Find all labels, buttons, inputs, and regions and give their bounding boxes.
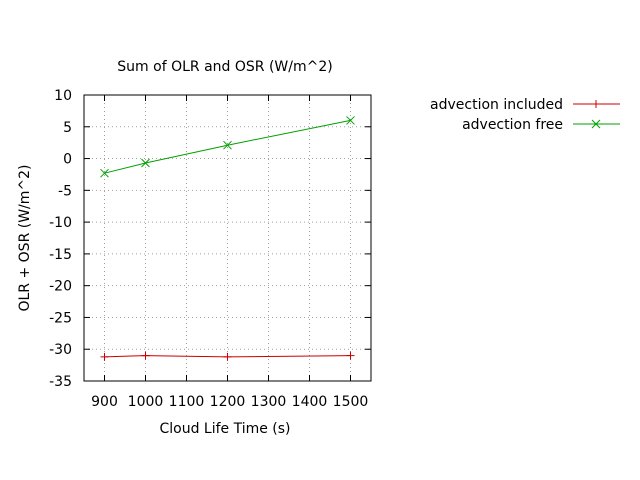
y-tick-label: -10 [49, 215, 72, 231]
data-point [100, 168, 109, 178]
data-point [346, 351, 355, 360]
data-point [346, 116, 355, 125]
y-tick-label: -20 [49, 279, 72, 295]
x-tick-label: 1400 [292, 394, 328, 410]
x-tick-label: 1300 [251, 394, 287, 410]
axis-ticks [84, 94, 371, 382]
y-tick-label: -30 [49, 342, 72, 358]
x-tick-label: 1200 [210, 394, 246, 410]
x-tick-label: 1100 [169, 394, 205, 410]
y-tick-label: 10 [54, 88, 72, 104]
data-point [223, 140, 232, 150]
y-tick-label: -5 [58, 183, 72, 199]
data-point [141, 351, 150, 360]
x-tick-label: 1000 [128, 394, 164, 410]
x-tick-label: 1500 [333, 394, 369, 410]
y-tick-label: -15 [49, 247, 72, 263]
x-tick-labels: 900 1000 1100 1200 1300 1400 1500 [91, 394, 368, 410]
legend-label-1: advection included [430, 97, 563, 113]
series-line-2 [104, 119, 351, 174]
legend-marker-1 [592, 100, 600, 108]
data-point [100, 352, 109, 361]
series-layer [100, 116, 355, 361]
x-tick-label: 900 [91, 394, 118, 410]
y-axis-label: OLR + OSR (W/m^2) [17, 164, 33, 311]
y-tick-label: -25 [49, 310, 72, 326]
y-tick-label: -35 [49, 374, 72, 390]
x-axis-label: Cloud Life Time (s) [159, 421, 290, 437]
y-tick-label: 5 [63, 120, 72, 136]
data-point [141, 158, 150, 168]
data-point [223, 352, 232, 361]
plot-frame [83, 94, 372, 382]
legend: advection included advection free [430, 97, 620, 133]
legend-marker-2 [591, 119, 601, 129]
grid [84, 95, 371, 381]
y-tick-label: 0 [63, 152, 72, 168]
series-line-1 [104, 355, 351, 358]
y-tick-labels: 10 5 0 -5 -10 -15 -20 -25 -30 -35 [49, 88, 72, 390]
legend-label-2: advection free [462, 117, 563, 133]
chart-title: Sum of OLR and OSR (W/m^2) [117, 59, 332, 75]
